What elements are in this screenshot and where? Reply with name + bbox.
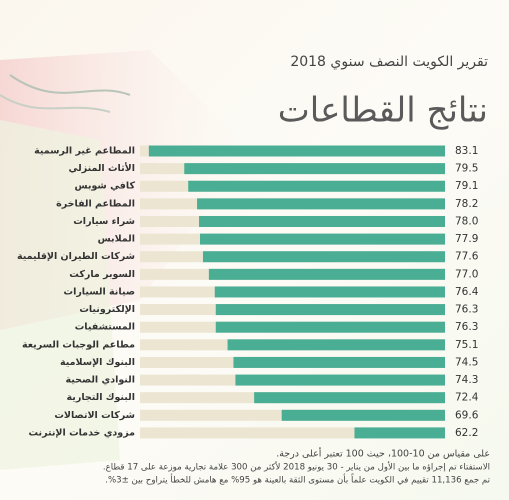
bar	[233, 356, 445, 368]
decoration	[0, 94, 111, 113]
category-label: صيانة السيارات	[64, 286, 135, 297]
footnote: الاستفتاء تم إجراؤه ما بين الأول من يناي…	[103, 461, 490, 473]
bar	[214, 286, 445, 298]
footnote: تم جمع 11,136 تقييم في الكويت علماً بأن …	[105, 473, 490, 486]
value-label: 76.3	[455, 321, 478, 333]
bar	[188, 180, 446, 192]
category-label: شركات الطيران الإقليمية	[17, 251, 135, 262]
value-label: 75.1	[455, 339, 478, 351]
category-label: الإلكترونيات	[79, 304, 135, 315]
category-label: الأثاث المنزلي	[69, 162, 135, 174]
value-label: 79.5	[455, 163, 478, 175]
category-label: مزودي خدمات الإنترنت	[28, 427, 135, 438]
bar	[208, 268, 445, 280]
value-label: 78.0	[455, 215, 478, 227]
bar	[199, 215, 445, 227]
category-label: الملابس	[98, 234, 135, 245]
value-label: 77.0	[455, 268, 478, 280]
decoration	[9, 74, 131, 96]
category-label: النوادي الصحية	[66, 375, 135, 386]
bar	[235, 374, 445, 386]
value-label: 74.3	[455, 374, 478, 386]
category-label: مطاعم الوجبات السريعة	[22, 339, 135, 350]
footnote: على مقياس من 10-100، حيث 100 تعتبر أعلى …	[276, 447, 490, 460]
category-label: المطاعم الفاخرة	[56, 198, 135, 209]
bar-track	[140, 427, 445, 439]
chart-subtitle: تقرير الكويت النصف سنوي 2018	[290, 54, 488, 70]
bar	[202, 251, 445, 263]
category-label: البنوك الإسلامية	[60, 357, 135, 368]
value-label: 76.3	[455, 304, 478, 316]
category-label: البنوك التجارية	[67, 392, 135, 403]
category-label: كافي شوبس	[74, 181, 135, 192]
bar	[254, 392, 445, 404]
bar	[354, 427, 445, 439]
value-label: 78.2	[455, 198, 478, 210]
bar	[215, 321, 445, 333]
bar	[227, 339, 445, 351]
value-label: 83.1	[455, 145, 478, 157]
value-label: 62.2	[455, 427, 478, 439]
decoration	[0, 120, 120, 470]
value-label: 77.9	[455, 233, 478, 245]
bar	[197, 198, 445, 210]
value-label: 69.6	[455, 409, 479, 421]
value-label: 74.5	[455, 356, 478, 368]
bar	[281, 409, 445, 421]
category-label: المستشفيات	[75, 322, 135, 333]
bar	[184, 163, 445, 175]
bar	[148, 145, 445, 157]
value-label: 77.6	[455, 251, 479, 263]
chart-title: نتائج القطاعات	[278, 91, 488, 131]
category-label: شراء سيارات	[73, 216, 135, 227]
category-label: شركات الاتصالات	[54, 410, 135, 421]
category-label: المطاعم غير الرسمية	[34, 146, 135, 157]
value-label: 72.4	[455, 392, 479, 404]
category-label: السوبر ماركت	[69, 269, 135, 280]
value-label: 76.4	[455, 286, 479, 298]
bar	[215, 304, 445, 316]
bar	[200, 233, 445, 245]
value-label: 79.1	[455, 180, 478, 192]
